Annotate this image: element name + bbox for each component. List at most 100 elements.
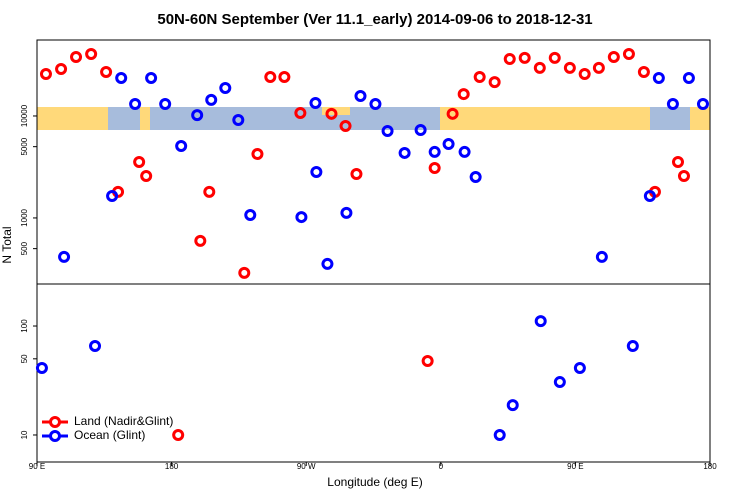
point — [106, 190, 119, 203]
point — [140, 169, 153, 182]
x-axis-label: Longitude (deg E) — [327, 475, 422, 489]
point — [133, 155, 146, 168]
point — [340, 206, 353, 219]
point — [205, 93, 218, 106]
y-tick-label: 10 — [20, 430, 29, 439]
point — [626, 339, 639, 352]
y-tick-label: 10000 — [20, 104, 29, 127]
point — [446, 107, 459, 120]
point — [473, 71, 486, 84]
chart-title: 50N-60N September (Ver 11.1_early) 2014-… — [157, 11, 592, 28]
y-axis-label: N Total — [0, 226, 14, 263]
point — [458, 145, 471, 158]
point — [548, 51, 561, 64]
point — [428, 161, 441, 174]
point — [607, 50, 620, 63]
x-tick-label: 180 — [165, 462, 179, 471]
point — [70, 50, 83, 63]
point — [573, 361, 586, 374]
point — [595, 250, 608, 263]
point — [354, 89, 367, 102]
y-tick-label: 1000 — [20, 208, 29, 226]
point — [232, 113, 245, 126]
point — [58, 250, 71, 263]
legend-label: Ocean (Glint) — [74, 428, 145, 442]
y-tick-label: 100 — [20, 319, 29, 333]
y-tick-label: 50 — [20, 354, 29, 363]
point — [381, 124, 394, 137]
point — [321, 257, 334, 270]
x-tick-label: 90 W — [297, 462, 316, 471]
point — [643, 190, 656, 203]
point — [533, 61, 546, 74]
point — [172, 428, 185, 441]
point — [294, 106, 307, 119]
legend-label: Land (Nadir&Glint) — [74, 414, 173, 428]
point — [592, 61, 605, 74]
point — [35, 361, 48, 374]
point — [145, 71, 158, 84]
point — [553, 376, 566, 389]
legend-marker — [49, 430, 61, 442]
point — [503, 53, 516, 66]
y-tick-label: 5000 — [20, 137, 29, 155]
legend-marker — [49, 416, 61, 428]
point — [129, 98, 142, 111]
point — [666, 98, 679, 111]
x-tick-label: 90 E — [567, 462, 583, 471]
point — [671, 155, 684, 168]
point — [469, 171, 482, 184]
point — [244, 208, 257, 221]
point — [238, 266, 251, 279]
point — [518, 51, 531, 64]
map-strip — [37, 107, 710, 130]
point — [295, 211, 308, 224]
point — [55, 62, 68, 75]
point — [219, 82, 232, 95]
point — [309, 97, 322, 110]
point — [278, 71, 291, 84]
point — [191, 109, 204, 122]
point — [350, 167, 363, 180]
point — [251, 147, 264, 160]
point — [442, 138, 455, 151]
point — [369, 98, 382, 111]
point — [115, 71, 128, 84]
point — [563, 61, 576, 74]
point — [264, 71, 277, 84]
point — [677, 169, 690, 182]
point — [310, 166, 323, 179]
point — [637, 65, 650, 78]
point — [682, 71, 695, 84]
point — [493, 428, 506, 441]
point — [488, 76, 501, 89]
point — [534, 315, 547, 328]
point — [194, 234, 207, 247]
point — [85, 48, 98, 61]
plot-frame — [36, 39, 711, 285]
point — [159, 98, 172, 111]
y-tick-label: 500 — [20, 241, 29, 255]
plot-frame — [36, 283, 711, 463]
point — [696, 98, 709, 111]
point — [652, 71, 665, 84]
point — [203, 185, 216, 198]
x-tick-label: 180 — [703, 462, 717, 471]
x-tick-label: 90 E — [29, 462, 45, 471]
point — [622, 48, 635, 61]
point — [325, 107, 338, 120]
point — [100, 65, 113, 78]
point — [398, 146, 411, 159]
point — [421, 355, 434, 368]
point — [339, 119, 352, 132]
point — [89, 339, 102, 352]
point — [175, 139, 188, 152]
point — [39, 68, 52, 81]
x-tick-label: 0 — [439, 462, 444, 471]
point — [506, 399, 519, 412]
point — [578, 68, 591, 81]
point — [428, 145, 441, 158]
point — [457, 88, 470, 101]
